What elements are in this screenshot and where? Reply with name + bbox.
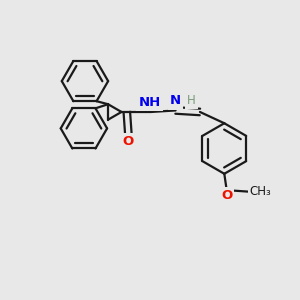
Text: O: O <box>123 135 134 148</box>
Text: NH: NH <box>139 96 161 109</box>
Text: NH: NH <box>139 96 161 109</box>
Text: H: H <box>187 94 196 107</box>
Text: H: H <box>187 94 196 107</box>
Text: CH₃: CH₃ <box>250 185 272 198</box>
Text: O: O <box>221 189 232 202</box>
Text: N: N <box>170 94 181 107</box>
Text: O: O <box>221 189 232 202</box>
Text: CH₃: CH₃ <box>250 185 272 198</box>
Text: O: O <box>221 189 232 202</box>
Text: N: N <box>170 94 181 107</box>
Text: O: O <box>123 135 134 148</box>
